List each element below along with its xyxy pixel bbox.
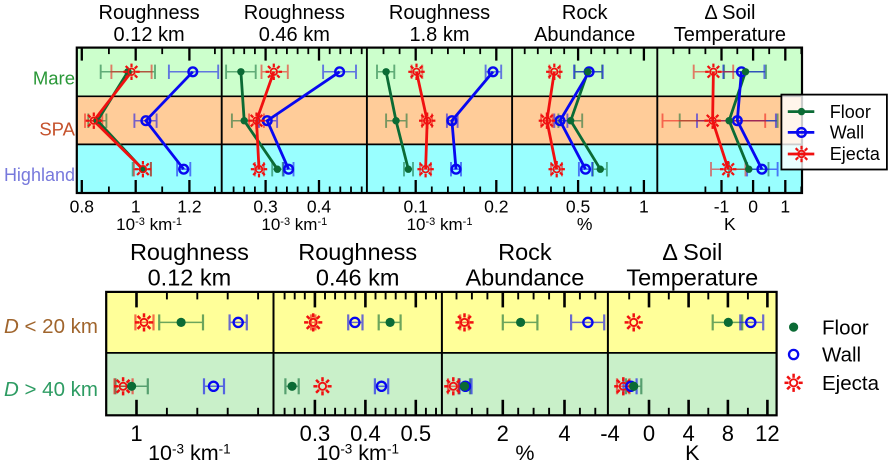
svg-text:0.12 km: 0.12 km: [114, 24, 185, 46]
svg-text:Temperature: Temperature: [626, 264, 758, 290]
svg-text:0.46 km: 0.46 km: [259, 24, 330, 46]
svg-text:1: 1: [131, 197, 141, 217]
svg-text:%: %: [515, 441, 534, 465]
svg-text:Abundance: Abundance: [534, 24, 635, 46]
svg-text:SPA: SPA: [39, 118, 75, 139]
svg-text:0.1: 0.1: [404, 197, 428, 217]
svg-text:D < 20 km: D < 20 km: [4, 315, 98, 338]
svg-text:K: K: [724, 214, 736, 234]
svg-text:8: 8: [722, 421, 734, 446]
svg-text:10-3 km-1: 10-3 km-1: [261, 215, 327, 234]
svg-text:%: %: [577, 214, 593, 234]
svg-text:1.8 km: 1.8 km: [409, 24, 469, 46]
svg-text:2: 2: [497, 421, 509, 446]
svg-text:Roughness: Roughness: [130, 239, 249, 265]
svg-text:0.8: 0.8: [70, 197, 94, 217]
svg-text:Rock: Rock: [562, 2, 609, 24]
svg-text:12: 12: [755, 421, 779, 446]
svg-text:0: 0: [748, 197, 758, 217]
svg-text:10-3 km-1: 10-3 km-1: [116, 215, 182, 234]
svg-text:Floor: Floor: [830, 102, 871, 122]
svg-text:-1: -1: [714, 197, 730, 217]
svg-text:1: 1: [130, 421, 142, 446]
svg-text:Wall: Wall: [822, 344, 861, 367]
svg-text:0.2: 0.2: [484, 197, 508, 217]
svg-text:K: K: [685, 441, 700, 465]
svg-text:4: 4: [558, 421, 570, 446]
svg-text:Ejecta: Ejecta: [822, 372, 880, 395]
svg-text:Δ Soil: Δ Soil: [704, 2, 755, 24]
svg-text:0.3: 0.3: [300, 421, 331, 446]
svg-text:Roughness: Roughness: [244, 2, 345, 24]
svg-text:0.46 km: 0.46 km: [316, 264, 400, 290]
svg-text:10-3 km-1: 10-3 km-1: [148, 441, 231, 465]
svg-text:Ejecta: Ejecta: [830, 144, 881, 164]
svg-text:Roughness: Roughness: [99, 2, 200, 24]
svg-text:1: 1: [780, 197, 790, 217]
svg-text:Rock: Rock: [498, 239, 552, 265]
svg-text:0.12 km: 0.12 km: [148, 264, 232, 290]
svg-text:Temperature: Temperature: [674, 24, 786, 46]
svg-text:Roughness: Roughness: [298, 239, 417, 265]
svg-text:Mare: Mare: [33, 67, 75, 88]
svg-text:0.4: 0.4: [307, 197, 332, 217]
svg-text:0: 0: [643, 421, 655, 446]
svg-text:4: 4: [682, 421, 694, 446]
svg-text:0.5: 0.5: [566, 197, 590, 217]
svg-text:10-3 km-1: 10-3 km-1: [316, 441, 399, 465]
svg-text:-4: -4: [600, 421, 620, 446]
svg-text:Floor: Floor: [822, 316, 869, 339]
svg-text:D > 40 km: D > 40 km: [4, 378, 98, 401]
svg-text:Abundance: Abundance: [465, 264, 584, 290]
svg-text:0.4: 0.4: [350, 421, 381, 446]
svg-text:Δ Soil: Δ Soil: [662, 239, 722, 265]
svg-text:0.3: 0.3: [253, 197, 277, 217]
svg-text:10-3 km-1: 10-3 km-1: [407, 215, 473, 234]
svg-text:Wall: Wall: [830, 123, 864, 143]
svg-text:0.5: 0.5: [401, 421, 432, 446]
svg-text:Highland: Highland: [4, 165, 75, 185]
svg-text:1.2: 1.2: [177, 197, 201, 217]
svg-text:Roughness: Roughness: [389, 2, 490, 24]
svg-text:1: 1: [639, 197, 649, 217]
